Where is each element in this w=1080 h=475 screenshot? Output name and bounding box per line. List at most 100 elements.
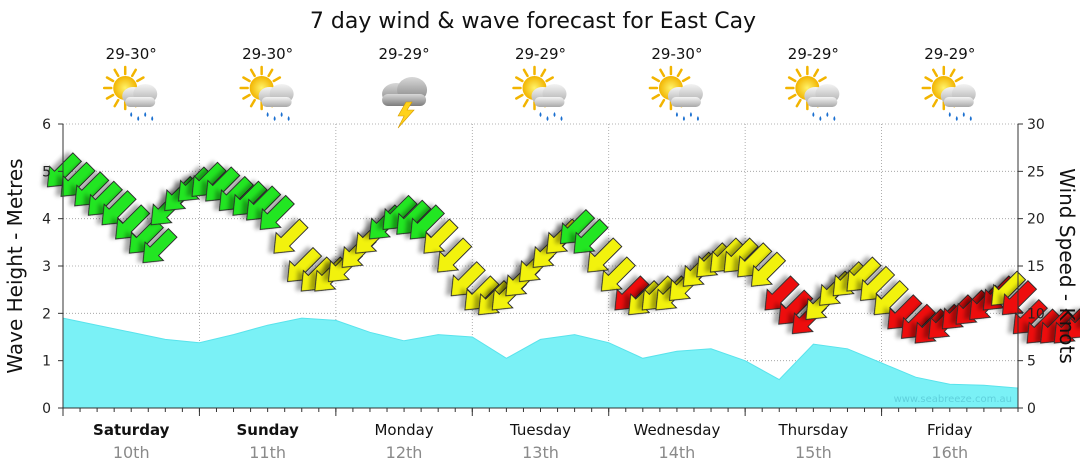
day-name: Saturday: [93, 421, 170, 439]
wind-arrow: [259, 194, 295, 231]
rain-drop: [151, 116, 154, 121]
right-tick-label: 30: [1027, 117, 1045, 133]
sun-cloud-rain-icon: [785, 65, 840, 121]
sun-ray: [787, 76, 797, 83]
wind-arrow: [1067, 303, 1080, 339]
sun-ray: [272, 76, 282, 83]
day-name: Tuesday: [509, 421, 571, 439]
day-name: Thursday: [777, 421, 848, 439]
wind-arrow: [587, 237, 623, 273]
sun-ray: [949, 68, 956, 78]
sun-ray: [795, 68, 802, 78]
rain-drop: [539, 112, 542, 117]
wave-height-area: [62, 317, 1019, 409]
rain-drop: [280, 112, 283, 117]
sun-ray: [651, 76, 661, 83]
sun-ray: [105, 76, 115, 83]
wind-arrow-shape: [273, 218, 309, 254]
sun-ray: [267, 68, 274, 78]
rain-drop: [560, 116, 563, 121]
sun-cloud-rain-icon: [921, 65, 976, 121]
rain-drop: [948, 112, 951, 117]
sun-ray: [522, 68, 529, 78]
rain-drop: [144, 112, 147, 117]
day-labels: Saturday 10th Sunday 11th Monday 12th Tuesday 1…: [93, 421, 973, 462]
watermark: www.seabreeze.com.au: [894, 394, 1012, 405]
left-tick-label: 6: [42, 117, 51, 133]
weather-icon-row: [102, 65, 976, 129]
wind-arrow-shape: [437, 237, 473, 273]
rain-drop: [546, 116, 549, 121]
day-name: Friday: [927, 421, 973, 439]
rain-drop: [955, 116, 958, 121]
rain-drop: [137, 116, 140, 121]
sun-ray: [787, 93, 797, 100]
sun-ray: [130, 68, 137, 78]
cloud-part: [382, 94, 427, 106]
day-name: Monday: [374, 421, 433, 439]
left-tick-label: 0: [42, 401, 51, 417]
rain-drop: [273, 116, 276, 121]
left-tick-label: 2: [42, 306, 51, 322]
wind-arrow: [1001, 280, 1038, 316]
sun-ray: [932, 98, 939, 108]
sun-ray: [924, 93, 933, 100]
sun-ray: [242, 76, 251, 83]
right-axis-ticks: 0 5 10 15 20 25 30: [1018, 117, 1045, 417]
left-axis-ticks: 0 1 2 3 4 5 6: [42, 117, 63, 417]
sun-ray: [113, 68, 120, 78]
sun-ray: [515, 93, 524, 100]
wind-arrow: [423, 218, 459, 254]
sun-cloud-rain-icon: [102, 65, 158, 121]
sun-ray: [818, 76, 827, 83]
lightning-bolt: [397, 101, 415, 129]
right-tick-label: 20: [1027, 212, 1045, 228]
wind-arrow: [750, 251, 787, 287]
rain-drop: [812, 112, 815, 117]
cloud-part: [670, 97, 701, 107]
cloud-part: [807, 97, 838, 107]
sun-ray: [249, 68, 256, 78]
rain-drop: [266, 112, 269, 117]
day-temperature: 29-29°: [788, 45, 839, 63]
left-tick-label: 3: [42, 259, 51, 275]
cloud-part: [125, 97, 156, 107]
wind-arrow-shape: [750, 251, 787, 287]
sun-ray: [540, 68, 547, 78]
day-date: 13th: [522, 443, 559, 462]
wind-arrow-shape: [600, 256, 636, 292]
rain-drop: [287, 116, 290, 121]
day-temperature: 29-30°: [242, 45, 293, 63]
sun-ray: [522, 98, 529, 108]
day-temperature: 29-29°: [924, 45, 975, 63]
wind-arrow: [142, 228, 178, 264]
wind-arrow-shape: [1001, 280, 1038, 316]
day-name: Wednesday: [634, 421, 721, 439]
day-temperature: 29-29°: [515, 45, 566, 63]
sun-ray: [924, 76, 933, 83]
rain-drop: [130, 112, 133, 117]
sun-ray: [515, 76, 524, 83]
cloud-part: [943, 97, 974, 107]
sun-ray: [932, 68, 939, 78]
rain-drop: [689, 112, 692, 117]
left-axis-label: Wave Height - Metres: [3, 158, 27, 373]
sun-ray: [954, 76, 964, 83]
right-axis-label: Wind Speed - Knots: [1055, 168, 1079, 364]
cloud-part: [261, 97, 292, 107]
rain-drop: [696, 116, 699, 121]
day-temperature: 29-30°: [651, 45, 702, 63]
right-tick-label: 0: [1027, 401, 1036, 417]
day-date: 16th: [931, 443, 968, 462]
rain-drop: [962, 112, 965, 117]
sun-ray: [136, 76, 145, 83]
sun-ray: [651, 93, 661, 100]
chart-title: 7 day wind & wave forecast for East Cay: [310, 9, 756, 34]
wind-arrow: [600, 256, 636, 292]
right-tick-label: 25: [1027, 164, 1045, 180]
left-tick-label: 5: [42, 164, 51, 180]
sun-cloud-rain-icon: [239, 65, 294, 121]
rain-drop: [819, 116, 822, 121]
